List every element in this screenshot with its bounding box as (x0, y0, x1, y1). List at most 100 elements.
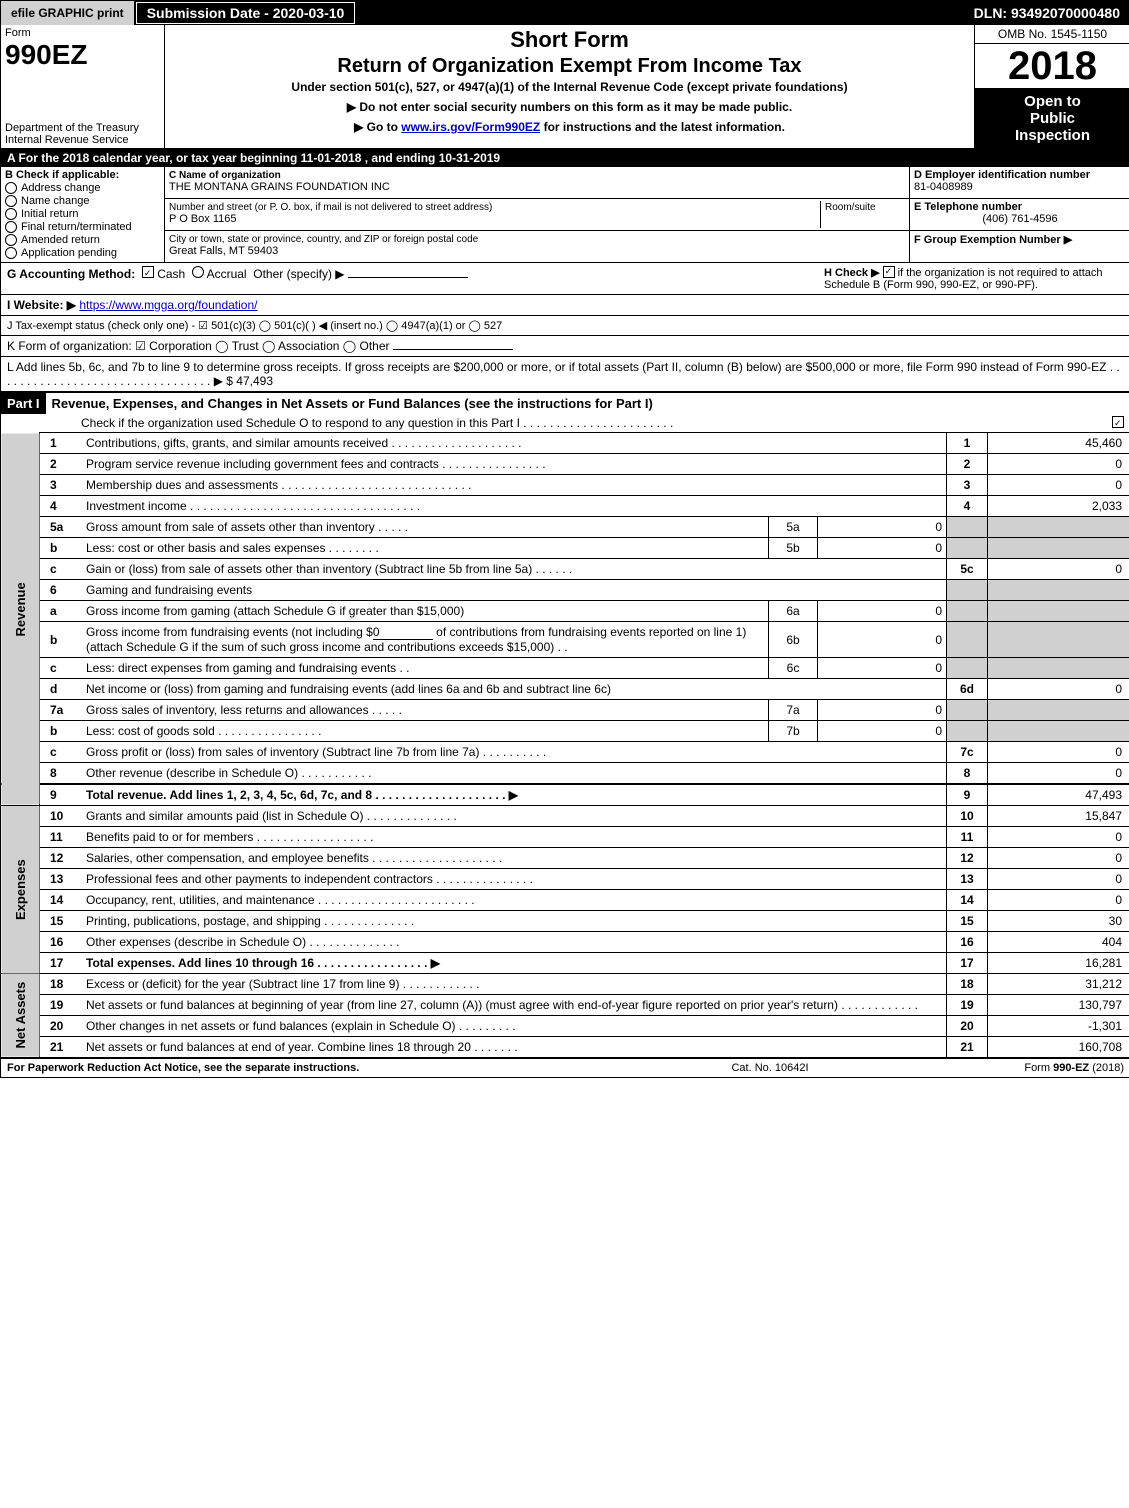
dln: DLN: 93492070000480 (964, 1, 1129, 25)
row-1: Revenue 1 Contributions, gifts, grants, … (1, 433, 1129, 454)
r9-desc: Total revenue. Add lines 1, 2, 3, 4, 5c,… (82, 784, 947, 806)
part-1-title: Revenue, Expenses, and Changes in Net As… (46, 393, 1129, 414)
ein-row: D Employer identification number 81-0408… (910, 167, 1129, 199)
row-5a: 5aGross amount from sale of assets other… (1, 517, 1129, 538)
address: P O Box 1165 (169, 213, 236, 225)
r5c-amt: 0 (988, 559, 1129, 580)
r9-ln: 9 (947, 784, 988, 806)
footer: For Paperwork Reduction Act Notice, see … (1, 1057, 1129, 1077)
row-5b: bLess: cost or other basis and sales exp… (1, 538, 1129, 559)
r6b-desc: Gross income from fundraising events (no… (82, 622, 769, 658)
r11-desc: Benefits paid to or for members . . . . … (82, 827, 947, 848)
row-3: 3Membership dues and assessments . . . .… (1, 475, 1129, 496)
city: Great Falls, MT 59403 (169, 245, 278, 257)
form-990ez-page: efile GRAPHIC print Submission Date - 20… (0, 0, 1129, 1078)
phone-row: E Telephone number (406) 761-4596 (910, 199, 1129, 231)
r20-desc: Other changes in net assets or fund bala… (82, 1016, 947, 1037)
other-specify-input[interactable] (348, 277, 468, 278)
website-link[interactable]: https://www.mgga.org/foundation/ (79, 298, 257, 312)
r7b-subval: 0 (818, 721, 947, 742)
check-schedule-b[interactable] (883, 266, 895, 278)
r17-ln: 17 (947, 953, 988, 974)
r6c-subval: 0 (818, 658, 947, 679)
check-application-pending[interactable] (5, 247, 17, 259)
r7b-desc: Less: cost of goods sold . . . . . . . .… (82, 721, 769, 742)
check-application-pending-label: Application pending (21, 247, 117, 259)
r8-ln: 8 (947, 763, 988, 785)
r6a-sub: 6a (769, 601, 818, 622)
k-text: K Form of organization: ☑ Corporation ◯ … (7, 339, 390, 353)
k-other-input[interactable] (393, 349, 513, 350)
group-exemption-row: F Group Exemption Number ▶ (910, 231, 1129, 262)
r1-ln: 1 (947, 433, 988, 454)
check-final-return[interactable] (5, 221, 17, 233)
check-name-change-label: Name change (21, 195, 90, 207)
row-6d: dNet income or (loss) from gaming and fu… (1, 679, 1129, 700)
r1-desc: Contributions, gifts, grants, and simila… (82, 433, 947, 454)
r20-ln: 20 (947, 1016, 988, 1037)
row-6: 6Gaming and fundraising events (1, 580, 1129, 601)
dept-line1: Department of the Treasury (5, 122, 160, 134)
r5a-subval: 0 (818, 517, 947, 538)
r9-amt: 47,493 (988, 784, 1129, 806)
check-name-change[interactable] (5, 195, 17, 207)
footer-center: Cat. No. 10642I (516, 1062, 1025, 1074)
check-amended-return[interactable] (5, 234, 17, 246)
g-label: G Accounting Method: (7, 267, 135, 281)
r10-amt: 15,847 (988, 806, 1129, 827)
check-amended-return-label: Amended return (21, 234, 100, 246)
part-1-label: Part I (1, 393, 46, 414)
top-bar: efile GRAPHIC print Submission Date - 20… (1, 1, 1129, 25)
r15-desc: Printing, publications, postage, and shi… (82, 911, 947, 932)
r3-amt: 0 (988, 475, 1129, 496)
check-schedule-o[interactable] (1112, 416, 1124, 428)
row-10: Expenses 10Grants and similar amounts pa… (1, 806, 1129, 827)
part-1-check-line: Check if the organization used Schedule … (81, 416, 1112, 430)
r6c-sub: 6c (769, 658, 818, 679)
irs-link[interactable]: www.irs.gov/Form990EZ (401, 120, 540, 134)
r6b-contrib-input[interactable]: 0 (373, 625, 433, 640)
footer-left: For Paperwork Reduction Act Notice, see … (7, 1062, 516, 1074)
side-expenses: Expenses (1, 806, 40, 974)
f-label: F Group Exemption Number ▶ (914, 234, 1072, 246)
check-accrual[interactable] (192, 266, 204, 278)
check-address-change[interactable] (5, 182, 17, 194)
dept-line2: Internal Revenue Service (5, 134, 160, 146)
r6-desc: Gaming and fundraising events (82, 580, 947, 601)
line-h: H Check ▶ if the organization is not req… (818, 266, 1124, 291)
header-block: Form 990EZ Department of the Treasury In… (1, 25, 1129, 149)
part-1-table: Revenue 1 Contributions, gifts, grants, … (1, 432, 1129, 1057)
r8-desc: Other revenue (describe in Schedule O) .… (82, 763, 947, 785)
r6d-ln: 6d (947, 679, 988, 700)
efile-print-button[interactable]: efile GRAPHIC print (1, 1, 135, 25)
row-15: 15Printing, publications, postage, and s… (1, 911, 1129, 932)
r19-desc: Net assets or fund balances at beginning… (82, 995, 947, 1016)
l-text: L Add lines 5b, 6c, and 7b to line 9 to … (7, 360, 1120, 388)
line-g: G Accounting Method: Cash Accrual Other … (7, 266, 818, 291)
r2-desc: Program service revenue including govern… (82, 454, 947, 475)
r21-amt: 160,708 (988, 1037, 1129, 1058)
accrual-label: Accrual (207, 267, 247, 281)
header-left: Form 990EZ Department of the Treasury In… (1, 25, 165, 148)
form-id: 990EZ (5, 39, 160, 71)
check-address-change-label: Address change (21, 182, 101, 194)
line-j: J Tax-exempt status (check only one) - ☑… (1, 316, 1129, 336)
row-4: 4Investment income . . . . . . . . . . .… (1, 496, 1129, 517)
r16-desc: Other expenses (describe in Schedule O) … (82, 932, 947, 953)
org-name: THE MONTANA GRAINS FOUNDATION INC (169, 181, 390, 193)
r21-ln: 21 (947, 1037, 988, 1058)
c-name-label: C Name of organization (169, 170, 281, 181)
r14-desc: Occupancy, rent, utilities, and maintena… (82, 890, 947, 911)
addr-label: Number and street (or P. O. box, if mail… (169, 202, 492, 213)
r7c-desc: Gross profit or (loss) from sales of inv… (82, 742, 947, 763)
e-label: E Telephone number (914, 201, 1022, 213)
r3-desc: Membership dues and assessments . . . . … (82, 475, 947, 496)
r18-ln: 18 (947, 974, 988, 995)
header-center: Short Form Return of Organization Exempt… (165, 25, 974, 148)
r19-ln: 19 (947, 995, 988, 1016)
r3-ln: 3 (947, 475, 988, 496)
check-initial-return[interactable] (5, 208, 17, 220)
row-11: 11Benefits paid to or for members . . . … (1, 827, 1129, 848)
r5b-subval: 0 (818, 538, 947, 559)
check-cash[interactable] (142, 266, 154, 278)
